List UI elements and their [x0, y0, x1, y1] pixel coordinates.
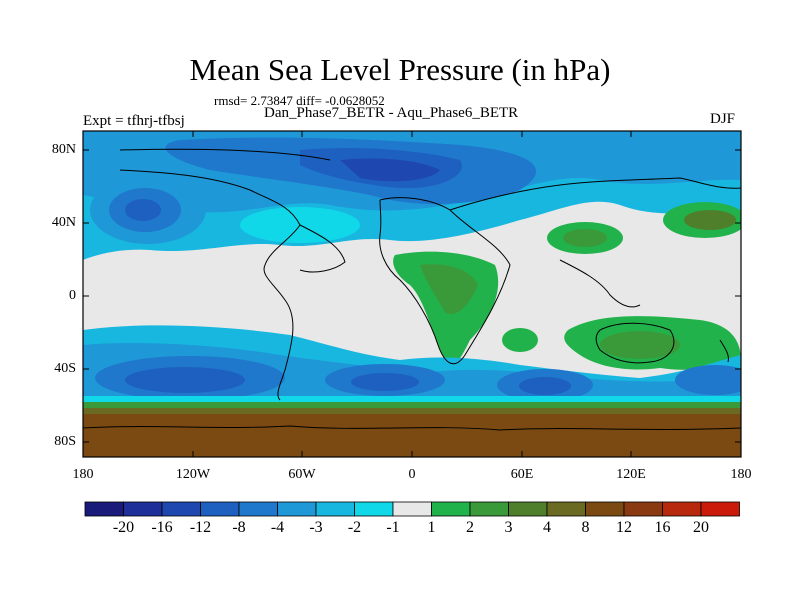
colorbar-swatch	[161, 501, 201, 517]
colorbar-label: 3	[504, 519, 513, 536]
lat-label: 80N	[51, 142, 76, 157]
colorbar-label: -20	[112, 519, 135, 536]
colorbar-label: 8	[581, 519, 590, 536]
colorbar-label: -1	[386, 519, 400, 536]
colorbar-swatch	[123, 501, 163, 517]
colorbar-swatch	[546, 501, 586, 517]
colorbar-swatch	[700, 501, 740, 517]
lat-label: 40N	[51, 215, 76, 230]
colorbar-swatch	[431, 501, 471, 517]
colorbar-swatch	[315, 501, 355, 517]
colorbar-label: 16	[654, 519, 671, 536]
colorbar-label: 4	[543, 519, 551, 536]
rmsd-diff-stats: rmsd= 2.73847 diff= -0.0628052	[214, 93, 385, 108]
lon-label: 60E	[510, 467, 534, 482]
axis-ticks	[83, 131, 741, 457]
lon-label: 0	[408, 467, 416, 482]
lon-label: 180	[730, 467, 752, 482]
colorbar-label: 12	[616, 519, 632, 536]
colorbar-label: -8	[232, 519, 246, 536]
colorbar-swatch	[585, 501, 625, 517]
colorbar-label: 1	[427, 519, 436, 536]
colorbar-label: -16	[151, 519, 173, 536]
lat-label: 0	[69, 288, 76, 303]
pressure-difference-field	[83, 131, 741, 457]
colorbar-swatch	[354, 501, 394, 517]
lat-label: 40S	[54, 361, 76, 376]
colorbar-swatch	[392, 501, 432, 517]
map-title: Mean Sea Level Pressure (in hPa)	[189, 52, 611, 87]
lon-label: 180	[72, 467, 94, 482]
lon-label: 60W	[288, 467, 316, 482]
colorbar-swatch	[662, 501, 702, 517]
colorbar-label: -4	[270, 519, 285, 536]
colorbar-label: 20	[693, 519, 709, 536]
colorbar-swatch	[84, 501, 124, 517]
lat-label: 80S	[54, 434, 76, 449]
colorbar-label: 2	[466, 519, 474, 536]
colorbar-swatch	[469, 501, 509, 517]
lon-label: 120E	[616, 467, 646, 482]
colorbar-label: -12	[189, 519, 212, 536]
season-label: DJF	[710, 111, 736, 127]
colorbar-swatch	[238, 501, 278, 517]
colorbar-swatch	[623, 501, 663, 517]
colorbar-swatch	[508, 501, 548, 517]
lon-label: 120W	[175, 467, 211, 482]
expt-label: Expt = tfhrj-tfbsj	[83, 113, 185, 129]
experiment-comparison-label: Dan_Phase7_BETR - Aqu_Phase6_BETR	[264, 105, 519, 121]
colorbar	[84, 501, 740, 517]
colorbar-swatch	[200, 501, 240, 517]
colorbar-label: -3	[309, 519, 323, 536]
colorbar-swatch	[277, 501, 317, 517]
colorbar-label: -2	[347, 519, 362, 536]
